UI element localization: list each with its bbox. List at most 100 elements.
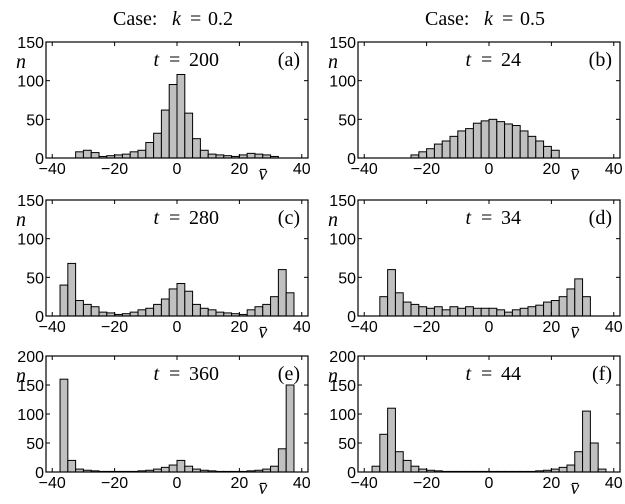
- histogram-bar: [566, 288, 576, 317]
- y-tick-label: 150: [329, 35, 356, 52]
- x-tick-label: −20: [101, 161, 128, 178]
- time-value: 200: [189, 49, 219, 71]
- column-header-left: Case: k = 0.2: [113, 8, 233, 30]
- histogram-bar: [153, 132, 162, 159]
- x-tick-label: −40: [351, 161, 378, 178]
- x-axis-symbol: v̄: [258, 321, 267, 343]
- histogram-bar: [371, 465, 381, 473]
- histogram-bar: [472, 307, 482, 317]
- histogram-bar: [457, 307, 467, 317]
- histogram-bar: [465, 128, 474, 159]
- y-tick-label: 0: [35, 151, 44, 168]
- histogram-bar: [176, 73, 186, 159]
- histogram-bar: [566, 464, 576, 473]
- x-tick-label: −20: [413, 161, 440, 178]
- x-tick-label: 0: [485, 475, 494, 492]
- histogram-bar: [589, 442, 599, 473]
- y-axis-symbol: n: [328, 209, 338, 231]
- histogram-bar: [59, 284, 69, 317]
- histogram-bar: [543, 301, 552, 317]
- time-value: 360: [189, 363, 219, 385]
- histogram-bar: [137, 309, 147, 317]
- histogram-bar: [558, 466, 568, 473]
- y-tick-label: 100: [329, 407, 356, 424]
- histogram-bar: [184, 112, 194, 159]
- x-tick-label: 40: [293, 319, 311, 336]
- histogram-bar: [192, 303, 201, 317]
- y-tick-label: 100: [17, 74, 44, 91]
- time-value: 24: [501, 49, 521, 71]
- histogram-bar: [480, 120, 490, 159]
- x-tick-label: 40: [293, 161, 311, 178]
- histogram-bar: [59, 378, 69, 473]
- time-eq: =: [481, 363, 492, 385]
- y-tick-label: 150: [329, 378, 356, 395]
- histogram-bar: [550, 149, 560, 159]
- time-eq: =: [481, 207, 492, 229]
- histogram-bar: [550, 300, 560, 317]
- x-tick-label: 20: [230, 161, 248, 178]
- histogram-bar: [449, 306, 459, 317]
- x-tick-label: 40: [605, 161, 623, 178]
- panel-label: (e): [278, 363, 300, 385]
- y-tick-label: 50: [26, 112, 44, 129]
- y-tick-label: 0: [35, 309, 44, 326]
- y-axis-symbol: n: [328, 51, 338, 73]
- histogram-bar: [145, 142, 155, 159]
- x-tick-label: 40: [293, 475, 311, 492]
- time-var: t: [153, 49, 159, 71]
- histogram-bar: [543, 145, 552, 159]
- histogram-bar: [270, 296, 279, 317]
- histogram-bar: [402, 301, 412, 317]
- histogram-bar: [426, 307, 435, 317]
- histogram-bar: [168, 84, 178, 159]
- histogram-bar: [90, 152, 100, 159]
- histogram-bar: [496, 309, 506, 317]
- histogram-bar: [285, 384, 295, 473]
- histogram-bar: [379, 296, 389, 317]
- column-header-right-var: k: [484, 8, 494, 30]
- x-tick-label: −40: [351, 475, 378, 492]
- histogram-bar: [277, 269, 287, 317]
- time-eq: =: [169, 207, 180, 229]
- histogram-bar: [402, 459, 412, 473]
- histogram-bar: [137, 149, 147, 159]
- y-tick-label: 100: [17, 407, 44, 424]
- panel-label: (a): [278, 49, 300, 71]
- x-tick-label: 0: [485, 319, 494, 336]
- histogram-bar: [426, 148, 435, 159]
- y-tick-label: 50: [26, 270, 44, 287]
- x-axis-symbol: v̄: [570, 163, 579, 185]
- histogram-bar: [574, 451, 584, 473]
- histogram-bar: [574, 278, 584, 317]
- time-var: t: [153, 363, 159, 385]
- histogram-bar: [67, 459, 77, 473]
- x-tick-label: −40: [351, 319, 378, 336]
- column-header-left-eq: =: [190, 8, 201, 30]
- histogram-bar: [387, 407, 396, 473]
- histogram-bar: [246, 152, 256, 159]
- histogram-bar: [511, 125, 521, 159]
- x-tick-label: 20: [542, 475, 560, 492]
- x-tick-label: 40: [605, 319, 623, 336]
- time-var: t: [465, 363, 471, 385]
- y-tick-label: 0: [347, 151, 356, 168]
- x-tick-label: 20: [542, 319, 560, 336]
- histogram-bar: [160, 466, 170, 473]
- time-var: t: [153, 207, 159, 229]
- histogram-bar: [67, 262, 77, 317]
- histogram-bar: [418, 151, 428, 159]
- histogram-bar: [262, 303, 272, 317]
- x-tick-label: −40: [39, 475, 66, 492]
- y-axis-symbol: n: [16, 365, 26, 387]
- time-value: 280: [189, 207, 219, 229]
- time-eq: =: [169, 49, 180, 71]
- histogram-bar: [496, 121, 506, 159]
- column-header-right-value: 0.5: [520, 8, 545, 30]
- histogram-bar: [480, 307, 490, 317]
- time-value: 34: [501, 207, 521, 229]
